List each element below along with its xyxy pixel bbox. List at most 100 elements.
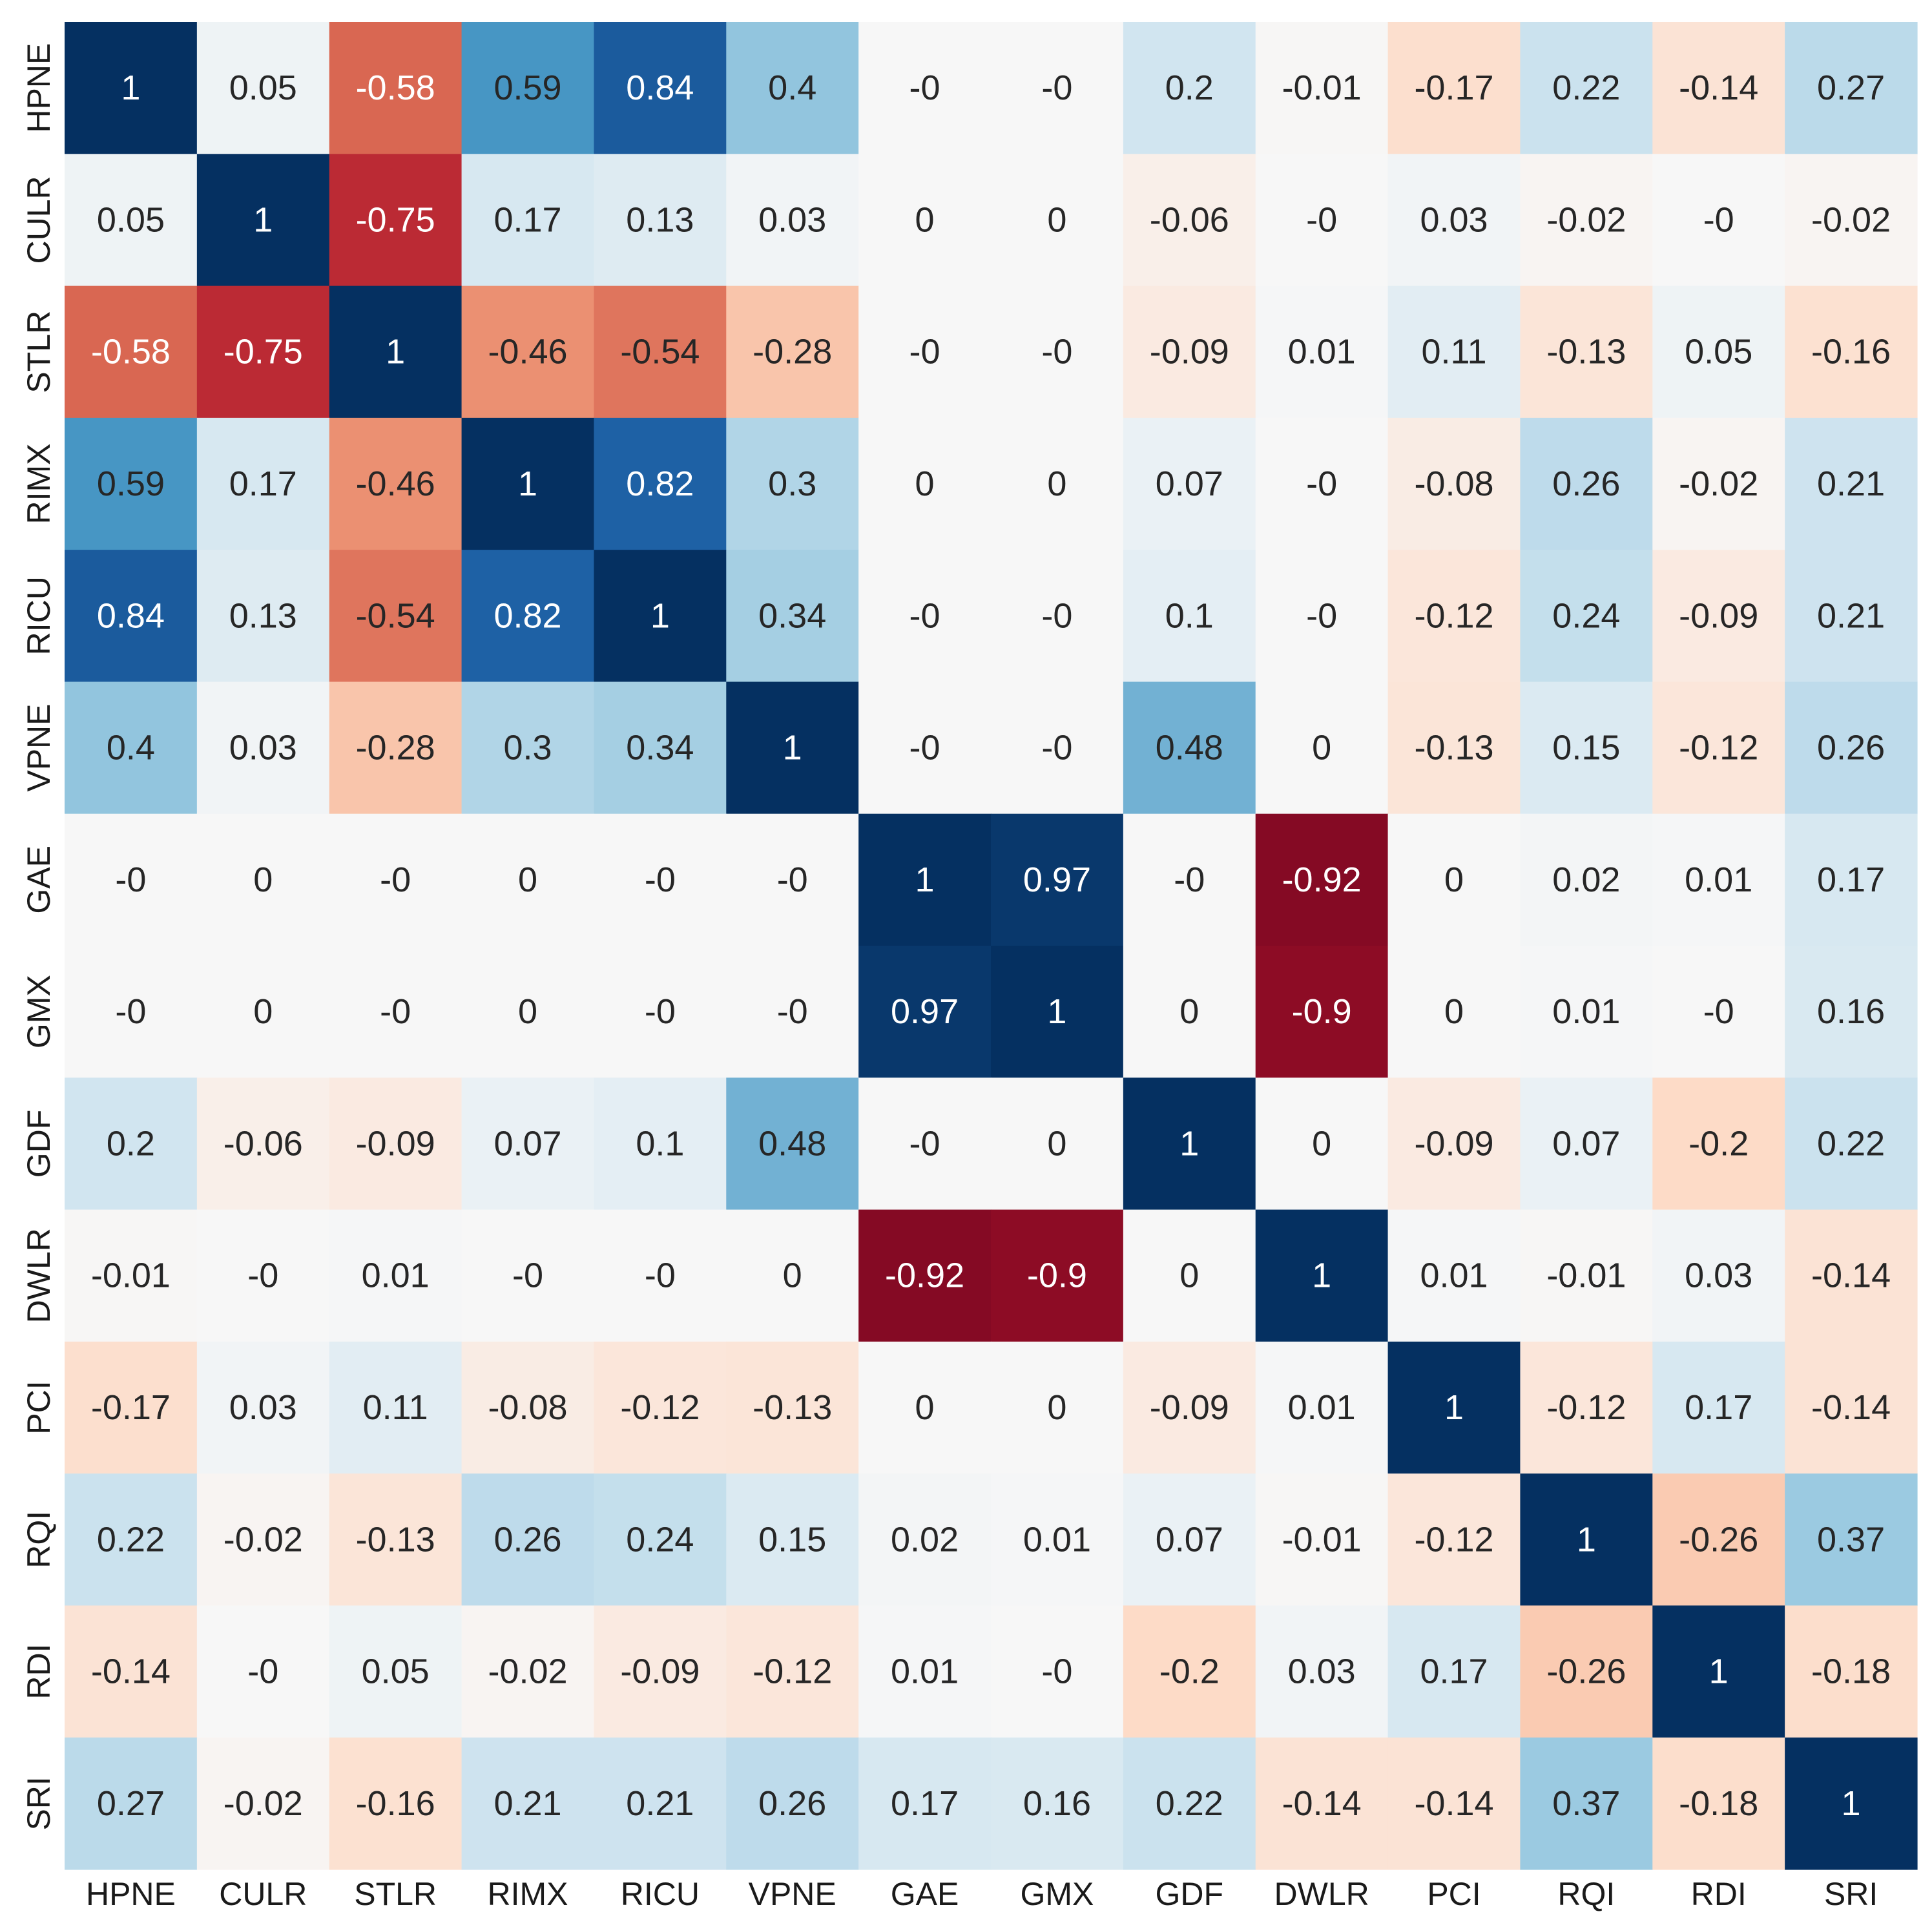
heatmap-cell-label: 0.27 <box>1817 68 1885 107</box>
heatmap-cell <box>461 813 595 946</box>
y-tick-label: PCI <box>21 1380 57 1434</box>
heatmap-cell <box>858 417 992 550</box>
heatmap-cell <box>65 22 198 154</box>
heatmap-cell-label: 0.03 <box>229 1388 297 1427</box>
heatmap-cell <box>1520 1209 1653 1342</box>
heatmap-cell <box>196 22 330 154</box>
heatmap-cell <box>991 417 1124 550</box>
heatmap-cell <box>858 946 992 1078</box>
heatmap-cell <box>196 286 330 419</box>
heatmap-cell <box>1255 1209 1389 1342</box>
heatmap-cell-label: -0 <box>909 68 940 107</box>
heatmap-cell <box>65 682 198 815</box>
heatmap-cell <box>196 154 330 287</box>
heatmap-cell-label: 0.05 <box>97 200 165 239</box>
heatmap-cell-label: 0.17 <box>1817 860 1885 899</box>
heatmap-cell-label: -0 <box>247 1256 278 1295</box>
heatmap-cell-labels: 1 0.05 -0.58 0.59 0.84 0.4 -0 -0 0.2 -0.01 -0.17 0.… <box>91 68 1891 1823</box>
heatmap-cell-label: 0.01 <box>1023 1520 1091 1559</box>
heatmap-cell <box>196 682 330 815</box>
y-tick-label: STLR <box>21 311 57 393</box>
heatmap-cell <box>858 550 992 683</box>
heatmap-cell-label: -0.14 <box>1282 1784 1362 1823</box>
heatmap-cell <box>1255 286 1389 419</box>
heatmap-cell-label: 0.97 <box>1023 860 1091 899</box>
heatmap-cell-label: -0.2 <box>1159 1652 1220 1691</box>
heatmap-cell-label: 1 <box>1179 1124 1199 1163</box>
heatmap-cell <box>726 1077 859 1211</box>
heatmap-cell-label: 1 <box>386 333 405 371</box>
heatmap-cell-label: 0.07 <box>493 1124 561 1163</box>
heatmap-cell-label: 0.15 <box>1552 729 1620 767</box>
heatmap-cell-label: -0.2 <box>1688 1124 1749 1163</box>
heatmap-cell-label: 1 <box>518 464 537 503</box>
heatmap-cell <box>1387 1737 1521 1870</box>
heatmap-cell-label: 0.4 <box>107 729 155 767</box>
heatmap-cell <box>1255 417 1389 550</box>
heatmap-cell-label: 0 <box>783 1256 802 1295</box>
heatmap-cell-label: -0 <box>645 860 676 899</box>
heatmap-cell-label: 0.01 <box>1288 1388 1356 1427</box>
heatmap-cell <box>726 682 859 815</box>
heatmap-cell-label: -0 <box>247 1652 278 1691</box>
y-tick-label: GAE <box>21 846 57 914</box>
heatmap-cell <box>1652 1077 1785 1211</box>
heatmap-cell <box>1123 1737 1256 1870</box>
heatmap-cell-label: 1 <box>1577 1520 1596 1559</box>
heatmap-cell-label: 0.26 <box>1552 464 1620 503</box>
heatmap-cell <box>329 1209 462 1342</box>
heatmap-cell-label: 0 <box>253 992 273 1031</box>
heatmap-cell <box>991 813 1124 946</box>
heatmap-cell <box>594 813 727 946</box>
heatmap-cell <box>1652 1473 1785 1607</box>
heatmap-cell-label: -0.09 <box>1414 1124 1493 1163</box>
heatmap-cell-label: -0.92 <box>885 1256 964 1295</box>
heatmap-cell <box>1652 286 1785 419</box>
heatmap-cell-label: 0.37 <box>1817 1520 1885 1559</box>
heatmap-cell <box>594 154 727 287</box>
heatmap-cell-label: -0 <box>1703 992 1734 1031</box>
heatmap-cell-label: -0.06 <box>1150 200 1229 239</box>
heatmap-cell <box>1387 682 1521 815</box>
heatmap-cell <box>65 1341 198 1474</box>
heatmap-cell <box>1652 682 1785 815</box>
heatmap-cell <box>1387 550 1521 683</box>
heatmap-cell <box>1785 417 1918 550</box>
heatmap-cell <box>858 1077 992 1211</box>
heatmap-cell-label: -0.09 <box>356 1124 435 1163</box>
heatmap-cell <box>461 946 595 1078</box>
heatmap-cell-label: -0.02 <box>1679 464 1758 503</box>
heatmap-cell <box>1123 1209 1256 1342</box>
heatmap-cell <box>991 154 1124 287</box>
heatmap-cell-label: 1 <box>783 729 802 767</box>
heatmap-cell <box>1387 286 1521 419</box>
heatmap-cell <box>1520 1605 1653 1738</box>
heatmap-cell-label: 0.82 <box>626 464 694 503</box>
x-tick-label: RICU <box>621 1876 700 1912</box>
heatmap-cell-label: -0.17 <box>1414 68 1493 107</box>
heatmap-cell-label: 0.3 <box>503 729 552 767</box>
heatmap-cell-label: -0 <box>1041 729 1072 767</box>
heatmap-cell <box>1387 22 1521 154</box>
heatmap-cell-label: -0.12 <box>620 1388 700 1427</box>
heatmap-cell-label: -0.09 <box>1150 333 1229 371</box>
x-tick-label: DWLR <box>1274 1876 1369 1912</box>
heatmap-cell-label: 0.16 <box>1023 1784 1091 1823</box>
heatmap-cell-label: 0.2 <box>1165 68 1214 107</box>
heatmap-cell-label: -0.9 <box>1027 1256 1087 1295</box>
heatmap-cell <box>196 417 330 550</box>
heatmap-cell-label: 0.02 <box>891 1520 959 1559</box>
heatmap-cell <box>461 1605 595 1738</box>
heatmap-cell <box>196 813 330 946</box>
heatmap-cell <box>65 154 198 287</box>
heatmap-cell-label: -0.28 <box>356 729 435 767</box>
heatmap-cell <box>726 154 859 287</box>
heatmap-cell <box>594 417 727 550</box>
heatmap-cell <box>1387 1209 1521 1342</box>
heatmap-cell <box>594 1209 727 1342</box>
heatmap-cell <box>329 154 462 287</box>
heatmap-cell <box>1785 1341 1918 1474</box>
x-tick-label: RQI <box>1557 1876 1615 1912</box>
heatmap-cell-label: -0 <box>1306 464 1337 503</box>
heatmap-cell <box>1785 154 1918 287</box>
